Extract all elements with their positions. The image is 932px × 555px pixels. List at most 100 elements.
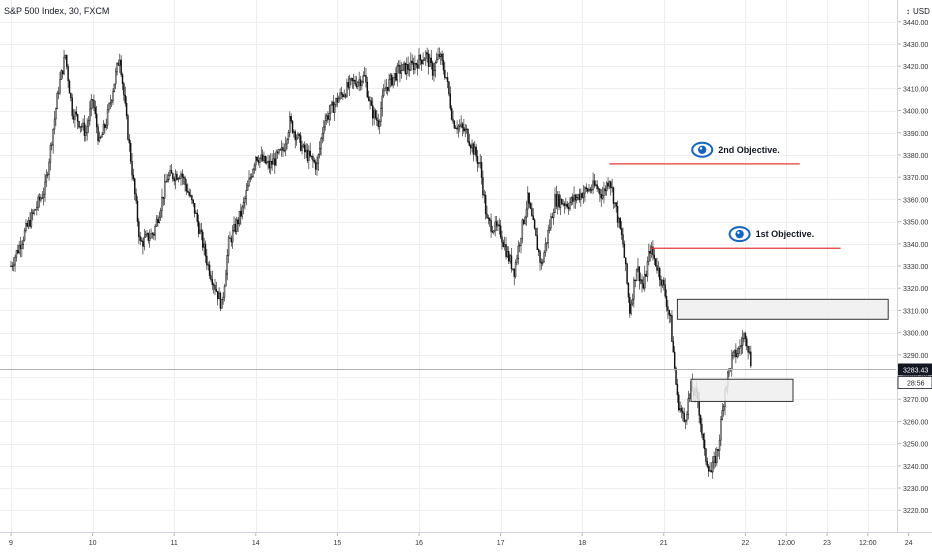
candle-body[interactable] — [466, 129, 467, 130]
candle-body[interactable] — [440, 54, 441, 57]
candle-body[interactable] — [30, 220, 31, 226]
candle-body[interactable] — [750, 352, 751, 366]
candle-body[interactable] — [620, 218, 621, 228]
candle-body[interactable] — [497, 225, 498, 226]
candle-body[interactable] — [43, 194, 44, 197]
candle-body[interactable] — [521, 238, 522, 245]
candle-body[interactable] — [681, 408, 682, 411]
candle-body[interactable] — [640, 280, 641, 281]
candle-body[interactable] — [276, 152, 277, 165]
candle-body[interactable] — [518, 246, 519, 259]
candle-body[interactable] — [281, 147, 282, 149]
candle-body[interactable] — [142, 241, 143, 246]
candle-body[interactable] — [531, 208, 532, 215]
candle-body[interactable] — [227, 255, 228, 274]
candle-body[interactable] — [224, 286, 225, 297]
candle-body[interactable] — [391, 75, 392, 85]
candle-body[interactable] — [699, 400, 700, 416]
candle-body[interactable] — [99, 137, 100, 141]
candle-body[interactable] — [643, 284, 644, 288]
candle-body[interactable] — [678, 395, 679, 410]
candle-body[interactable] — [297, 134, 298, 138]
candle-body[interactable] — [176, 174, 177, 179]
candle-body[interactable] — [511, 256, 512, 269]
candle-body[interactable] — [462, 124, 463, 127]
candle-body[interactable] — [311, 156, 312, 157]
candle-body[interactable] — [680, 408, 681, 410]
candle-body[interactable] — [623, 235, 624, 244]
candle-body[interactable] — [541, 262, 542, 263]
candle-body[interactable] — [586, 188, 587, 189]
candle-body[interactable] — [83, 123, 84, 127]
candle-body[interactable] — [91, 100, 92, 109]
candle-body[interactable] — [274, 159, 275, 166]
candle-body[interactable] — [247, 186, 248, 191]
candle-body[interactable] — [126, 103, 127, 116]
candle-body[interactable] — [144, 237, 145, 246]
candle-body[interactable] — [115, 72, 116, 84]
candle-body[interactable] — [331, 102, 332, 105]
candle-body[interactable] — [574, 195, 575, 201]
candle-body[interactable] — [556, 195, 557, 207]
candle-body[interactable] — [444, 70, 445, 78]
candle-body[interactable] — [682, 411, 683, 413]
candle-body[interactable] — [629, 297, 630, 313]
candle-body[interactable] — [16, 251, 17, 258]
candle-body[interactable] — [319, 148, 320, 154]
candle-body[interactable] — [79, 121, 80, 127]
candle-body[interactable] — [342, 94, 343, 97]
candle-body[interactable] — [595, 185, 596, 186]
candle-body[interactable] — [17, 251, 18, 253]
candle-body[interactable] — [582, 194, 583, 198]
candle-body[interactable] — [576, 197, 577, 200]
candle-body[interactable] — [686, 414, 687, 420]
candle-body[interactable] — [40, 198, 41, 200]
candle-body[interactable] — [64, 57, 65, 74]
candle-body[interactable] — [182, 174, 183, 177]
candle-body[interactable] — [707, 461, 708, 466]
candle-body[interactable] — [23, 240, 24, 244]
candle-body[interactable] — [389, 79, 390, 90]
candle-body[interactable] — [317, 163, 318, 169]
candle-body[interactable] — [499, 225, 500, 226]
candle-body[interactable] — [183, 177, 184, 178]
candle-body[interactable] — [667, 307, 668, 311]
candle-body[interactable] — [501, 237, 502, 243]
candle-body[interactable] — [749, 352, 750, 353]
candle-body[interactable] — [65, 55, 66, 57]
candle-body[interactable] — [113, 92, 114, 101]
candle-body[interactable] — [642, 280, 643, 284]
candle-body[interactable] — [217, 291, 218, 298]
candle-body[interactable] — [87, 127, 88, 133]
candle-body[interactable] — [185, 178, 186, 185]
candle-body[interactable] — [711, 470, 712, 472]
candle-body[interactable] — [493, 231, 494, 232]
candle-body[interactable] — [689, 394, 690, 399]
candle-body[interactable] — [299, 134, 300, 136]
candle-body[interactable] — [123, 84, 124, 95]
candle-body[interactable] — [495, 222, 496, 231]
candle-body[interactable] — [61, 71, 62, 80]
candle-body[interactable] — [304, 145, 305, 152]
candle-body[interactable] — [190, 195, 191, 196]
candle-body[interactable] — [484, 195, 485, 196]
candle-body[interactable] — [553, 212, 554, 218]
candle-body[interactable] — [655, 259, 656, 266]
candle-body[interactable] — [236, 220, 237, 232]
candle-body[interactable] — [166, 182, 167, 183]
candle-body[interactable] — [413, 63, 414, 70]
candle-body[interactable] — [145, 235, 146, 238]
candle-body[interactable] — [647, 262, 648, 277]
candle-body[interactable] — [209, 265, 210, 276]
candle-body[interactable] — [646, 274, 647, 276]
candle-body[interactable] — [654, 255, 655, 259]
candle-body[interactable] — [278, 150, 279, 153]
candle-body[interactable] — [605, 189, 606, 191]
candle-body[interactable] — [240, 211, 241, 216]
candle-body[interactable] — [741, 345, 742, 347]
candle-body[interactable] — [338, 98, 339, 102]
candle-body[interactable] — [153, 234, 154, 235]
candle-body[interactable] — [447, 78, 448, 82]
